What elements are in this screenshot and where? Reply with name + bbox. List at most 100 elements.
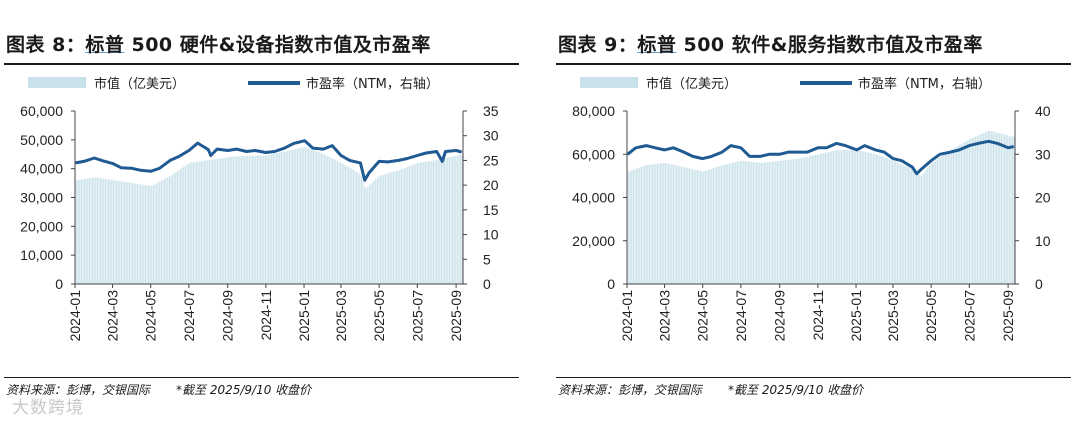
bar: [202, 160, 204, 284]
bar: [405, 167, 407, 284]
bar: [151, 185, 153, 284]
bar: [636, 168, 638, 284]
bar: [1007, 135, 1009, 284]
bar: [156, 183, 158, 284]
bar: [298, 148, 300, 284]
bar: [461, 154, 463, 284]
bar: [874, 154, 876, 284]
bar: [346, 166, 348, 284]
bar: [212, 159, 214, 284]
bar: [864, 151, 866, 284]
bar: [176, 171, 178, 284]
bar: [645, 165, 647, 284]
bar: [348, 167, 350, 284]
bar: [764, 162, 766, 284]
y-left-tick-label: 50,000: [20, 132, 63, 148]
bar: [826, 152, 828, 284]
bar: [743, 161, 745, 284]
bar: [140, 184, 142, 284]
legend-swatch-market-cap: [580, 77, 638, 88]
bar: [220, 158, 222, 284]
bar: [980, 134, 982, 284]
bar: [887, 158, 889, 284]
bar: [132, 183, 134, 284]
y-right-tick-label: 20: [1035, 190, 1051, 206]
bar: [796, 158, 798, 284]
bar: [111, 180, 113, 284]
bar: [402, 168, 404, 284]
bar: [408, 166, 410, 284]
bar: [842, 149, 844, 284]
y-right-tick-label: 25: [483, 152, 499, 168]
bar: [218, 158, 220, 284]
bar: [280, 152, 282, 284]
bar: [429, 161, 431, 284]
bar: [356, 171, 358, 284]
bar: [416, 163, 418, 284]
bar: [324, 154, 326, 284]
bar: [788, 159, 790, 284]
bar: [340, 162, 342, 284]
bar: [93, 177, 95, 284]
bar: [221, 158, 223, 284]
bar: [103, 178, 105, 284]
chart-panel-software: 图表 9：标普 500 软件&服务指数市值及市盈率 市值（亿美元） 市盈率（NTM…: [552, 0, 1080, 426]
bar: [138, 184, 140, 284]
bar: [925, 170, 927, 284]
y-left-tick-label: 40,000: [20, 161, 63, 177]
bar: [119, 181, 121, 284]
bar: [962, 143, 964, 284]
bar: [716, 167, 718, 284]
bar: [664, 163, 666, 284]
x-tick-label: 2025-05: [923, 290, 939, 342]
bar: [146, 185, 148, 284]
bar: [301, 147, 303, 284]
bar: [848, 149, 850, 284]
bar: [868, 152, 870, 284]
bar: [720, 165, 722, 284]
bar: [988, 130, 990, 284]
x-tick-label: 2024-03: [657, 290, 673, 342]
bar: [1004, 134, 1006, 284]
bar: [388, 173, 390, 284]
bar: [685, 167, 687, 284]
bar: [805, 157, 807, 284]
bar: [354, 170, 356, 284]
bar: [215, 159, 217, 284]
x-tick-label: 2025-09: [1000, 290, 1016, 342]
bar: [967, 140, 969, 284]
bar: [376, 178, 378, 284]
bar: [922, 174, 924, 284]
bar: [148, 185, 150, 284]
pe-line: [626, 139, 1015, 176]
bar: [143, 184, 145, 284]
bar: [183, 166, 185, 284]
bar: [213, 159, 215, 284]
legend: 市值（亿美元） 市盈率（NTM，右轴）: [28, 76, 439, 92]
bar: [362, 181, 364, 284]
bar: [991, 131, 993, 284]
watermark: 大数跨境: [12, 398, 84, 418]
bar: [343, 164, 345, 284]
bar: [972, 137, 974, 284]
bar: [658, 163, 660, 284]
bar: [690, 168, 692, 284]
bar: [813, 155, 815, 284]
bar: [981, 133, 983, 284]
y-right-tick-label: 0: [1035, 276, 1043, 292]
bar: [154, 184, 156, 284]
bar: [279, 152, 281, 284]
bar: [381, 175, 383, 284]
bar: [791, 159, 793, 284]
bar: [319, 152, 321, 284]
bar: [794, 159, 796, 284]
bar: [820, 153, 822, 284]
bar: [951, 149, 953, 284]
bar: [352, 169, 354, 284]
y-right-tick-label: 10: [483, 227, 499, 243]
x-tick-label: 2024-11: [810, 290, 826, 341]
bar: [311, 149, 313, 284]
bar: [768, 162, 770, 284]
bar: [933, 161, 935, 284]
bar: [144, 185, 146, 284]
